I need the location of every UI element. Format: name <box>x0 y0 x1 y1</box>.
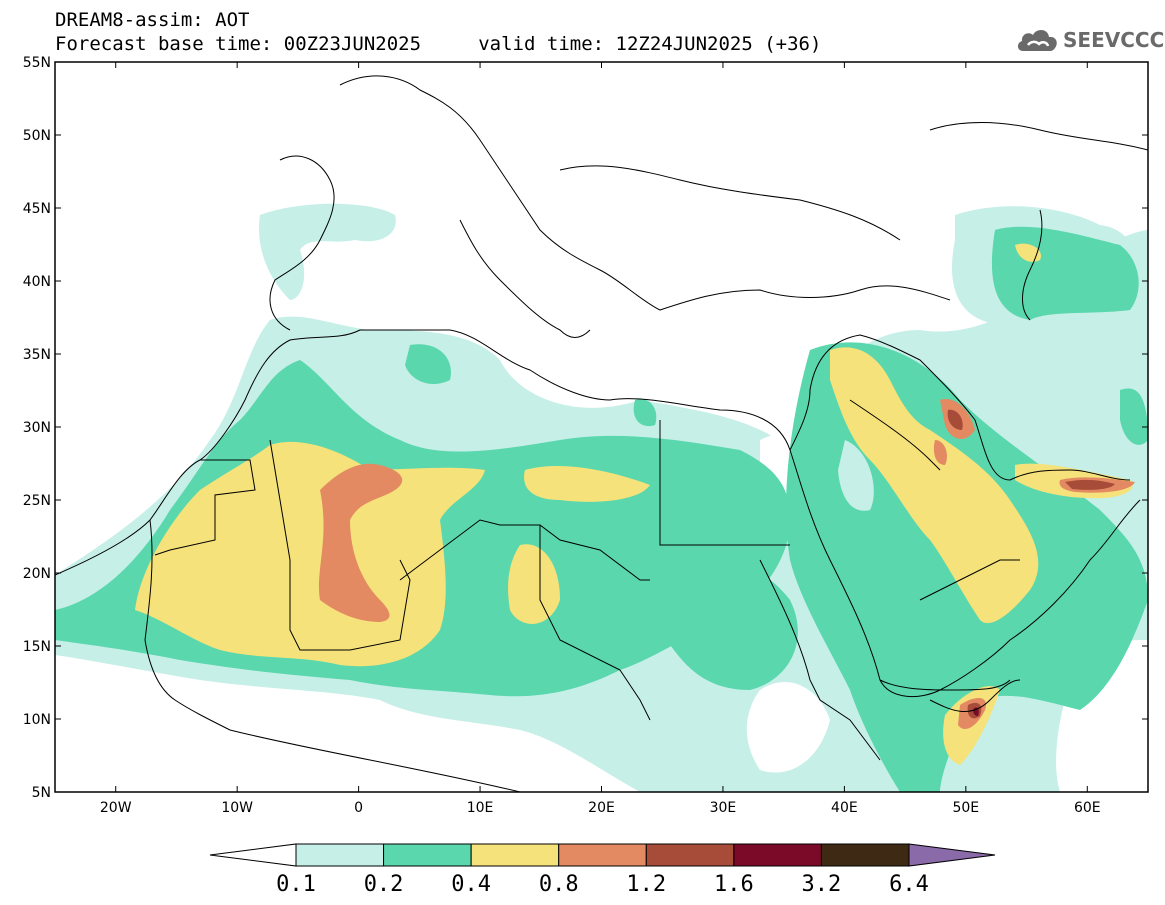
lat-tick-label: 55N <box>23 55 51 71</box>
lon-tick-label: 10W <box>221 800 253 816</box>
lon-axis: 20W 10W 0 10E 20E 30E 40E 50E 60E <box>100 62 1101 816</box>
lon-tick-label: 10E <box>467 800 494 816</box>
lon-tick-label: 20E <box>588 800 615 816</box>
colorbar-label: 0.1 <box>276 872 316 897</box>
colorbar-box <box>645 843 735 867</box>
colorbar-label: 0.2 <box>364 872 404 897</box>
colorbar-under-triangle <box>209 843 297 867</box>
colorbar-label: 1.2 <box>626 872 666 897</box>
aot-level-0.4 <box>135 441 485 667</box>
lat-tick-label: 45N <box>23 201 51 217</box>
colorbar-box <box>558 843 647 867</box>
colorbar: 0.1 0.2 0.4 0.8 1.2 1.6 3.2 6.4 <box>209 843 996 897</box>
lon-tick-label: 60E <box>1074 800 1101 816</box>
lat-tick-label: 15N <box>23 639 51 655</box>
lat-tick-label: 5N <box>32 785 51 801</box>
colorbar-box <box>383 843 472 867</box>
lon-tick-label: 20W <box>100 800 132 816</box>
colorbar-box <box>733 843 822 867</box>
colorbar-label: 0.4 <box>451 872 491 897</box>
model-title: DREAM8-assim: AOT <box>55 9 250 31</box>
lat-tick-label: 20N <box>23 566 51 582</box>
seevccc-logo: SEEVCCC <box>1015 22 1164 58</box>
colorbar-label: 6.4 <box>889 872 929 897</box>
cloud-icon <box>1017 29 1057 51</box>
forecast-times: Forecast base time: 00Z23JUN2025 valid t… <box>55 33 822 55</box>
lat-axis: 55N 50N 45N 40N 35N 30N 25N 20N 15N 10N 5N <box>23 55 1148 801</box>
colorbar-over-triangle <box>908 843 996 867</box>
colorbar-box <box>295 843 385 867</box>
aot-field <box>55 203 1148 792</box>
colorbar-label: 3.2 <box>802 872 842 897</box>
lat-tick-label: 50N <box>23 128 51 144</box>
colorbar-box <box>820 843 910 867</box>
colorbar-label: 1.6 <box>714 872 754 897</box>
aot-level-0.8 <box>318 463 403 622</box>
country-borders <box>55 75 1148 792</box>
lon-tick-label: 30E <box>710 800 737 816</box>
lon-tick-label: 40E <box>831 800 858 816</box>
logo-text: SEEVCCC <box>1063 28 1165 52</box>
lat-tick-label: 35N <box>23 347 51 363</box>
lon-tick-label: 0 <box>354 800 363 816</box>
lon-tick-label: 50E <box>952 800 979 816</box>
lat-tick-label: 25N <box>23 493 51 509</box>
aot-level-1.2 <box>1065 479 1115 490</box>
colorbar-box <box>470 843 560 867</box>
colorbar-label: 0.8 <box>539 872 579 897</box>
lat-tick-label: 30N <box>23 420 51 436</box>
lat-tick-label: 40N <box>23 274 51 290</box>
lat-tick-label: 10N <box>23 712 51 728</box>
